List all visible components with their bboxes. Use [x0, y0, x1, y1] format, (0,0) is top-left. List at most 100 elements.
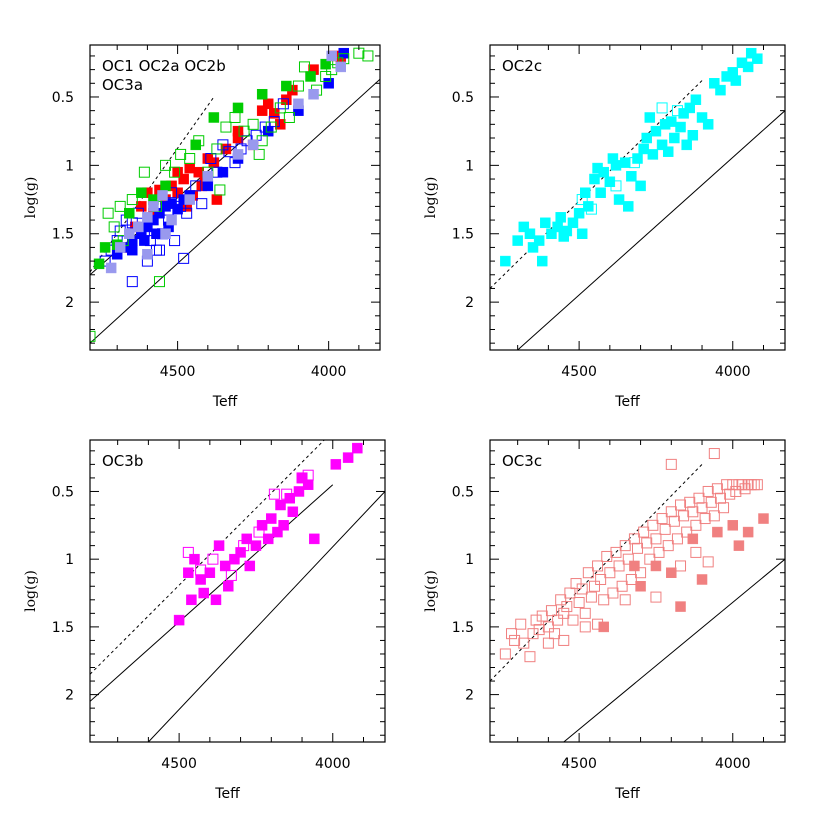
point-OC2a: [127, 244, 138, 256]
point-OC3c: [727, 520, 739, 531]
point-OC3c-open: [592, 618, 604, 630]
point-OC3b: [272, 526, 283, 538]
point-OC1: [256, 105, 268, 116]
point-OC3b: [244, 560, 256, 572]
point-OC2b: [205, 153, 217, 165]
point-OC3a-open: [160, 159, 172, 171]
point-OC2c: [607, 153, 619, 164]
point-lavender: [142, 212, 153, 223]
point-OC3c-open: [564, 587, 576, 599]
reference-lines: [490, 80, 785, 350]
point-OC3a-open: [138, 166, 150, 178]
point-OC3c-open: [549, 628, 561, 640]
y-tick-label: 0.5: [452, 484, 474, 500]
point-OC2c: [662, 146, 674, 157]
y-axis-label: log(g): [23, 177, 39, 219]
x-tick-label: 4500: [160, 364, 196, 380]
point-OC3a-open: [153, 276, 165, 288]
y-tick-label: 1: [465, 552, 474, 568]
point-OC2a: [172, 203, 183, 215]
y-axis-label: log(g): [23, 570, 39, 612]
point-OC1: [172, 166, 183, 178]
point-OC2c: [656, 139, 668, 151]
point-OC2c: [684, 102, 695, 114]
point-OC3c-open: [727, 479, 739, 491]
point-OC3c-open: [678, 510, 690, 522]
point-OC2b: [178, 252, 190, 264]
point-OC2c: [536, 255, 548, 267]
point-OC3a-open: [265, 121, 277, 133]
point-lavender: [166, 214, 177, 226]
point-lavender: [293, 98, 304, 110]
point-OC1: [211, 194, 223, 205]
point-OC2b: [150, 244, 162, 256]
point-OC2c: [638, 143, 649, 155]
point-OC3c-open: [671, 533, 683, 545]
point-OC3a-open: [292, 80, 304, 92]
point-OC2a: [151, 228, 162, 239]
point-OC3b: [183, 567, 194, 578]
point-OC2c: [533, 235, 545, 246]
panel-label: OC3a: [102, 76, 143, 94]
point-OC3a: [99, 242, 111, 253]
point-OC2c: [745, 47, 757, 59]
point-OC3c: [598, 621, 609, 633]
point-OC3c-open: [681, 526, 693, 538]
point-OC3a-open: [320, 70, 332, 82]
point-OC3b-open: [225, 569, 237, 581]
point-OC2c: [669, 132, 680, 144]
panel-3: 4500 4000 0.5 1 1.5 2 Teff log(g) OC3b: [23, 439, 386, 802]
point-OC3c-open: [530, 614, 542, 626]
point-OC3a-open: [214, 184, 226, 196]
point-OC3c-open: [690, 519, 702, 531]
point-OC3c-open: [665, 458, 677, 470]
x-tick-label: 4000: [311, 364, 347, 380]
point-lavender: [308, 88, 319, 100]
point-OC3c-open: [721, 479, 733, 491]
point-OC3c: [742, 526, 754, 538]
point-OC3a-open: [211, 143, 223, 155]
point-OC1: [275, 119, 286, 130]
point-OC3a-open: [274, 102, 286, 114]
point-OC1: [262, 98, 274, 110]
point-OC2a: [202, 180, 214, 192]
point-OC3c-open: [536, 610, 548, 622]
x-tick-label: 4000: [715, 364, 751, 380]
point-OC2c-open: [576, 194, 588, 206]
point-OC2c: [666, 116, 677, 127]
y-tick-label: 1: [65, 158, 74, 174]
point-OC3b: [266, 513, 277, 524]
point-OC3a-open: [229, 111, 241, 123]
point-OC3b: [229, 553, 240, 565]
line-solid-upper: [90, 484, 334, 702]
point-OC2c: [512, 235, 523, 246]
point-OC3c-open: [542, 637, 554, 649]
point-lavender: [142, 249, 153, 260]
panel-4: 4500 4000 0.5 1 1.5 2 Teff log(g) OC3c: [423, 439, 786, 802]
point-OC2c: [524, 228, 536, 239]
point-OC2c: [752, 53, 763, 64]
point-OC3c-open: [690, 546, 702, 558]
point-OC2c: [635, 180, 646, 192]
point-OC3c-open: [506, 628, 518, 640]
panel-1: 4500 4000 0.5 1 1.5 2 Teff log(g) OC1 OC2a OC2bO…: [23, 44, 381, 410]
point-lavender: [335, 61, 346, 73]
point-OC3c-open: [579, 621, 591, 633]
point-OC3a-open: [298, 61, 310, 73]
point-OC3c-open: [561, 601, 573, 613]
point-lavender: [105, 262, 117, 274]
x-axis-label: Teff: [214, 786, 240, 802]
point-OC3b: [198, 587, 209, 599]
point-OC2b: [217, 139, 229, 151]
point-OC3a-open: [362, 50, 374, 62]
x-axis-label: Teff: [212, 394, 238, 410]
point-OC3c-open: [573, 597, 585, 609]
point-OC3b-open: [182, 546, 194, 558]
y-tick-label: 1: [465, 158, 474, 174]
point-OC3c-open: [515, 618, 527, 630]
point-OC3b: [275, 499, 286, 511]
point-OC3b: [241, 533, 252, 545]
point-OC3b-open: [302, 469, 314, 481]
point-OC3c-open: [650, 591, 662, 603]
point-OC3c: [712, 526, 723, 538]
